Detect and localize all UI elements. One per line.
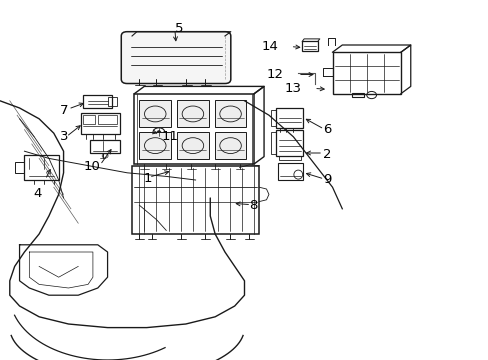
Text: 3: 3	[60, 130, 68, 143]
Text: 12: 12	[266, 68, 283, 81]
Text: 9: 9	[322, 173, 330, 186]
Text: 2: 2	[322, 148, 330, 161]
Text: 6: 6	[322, 123, 330, 136]
Bar	[139, 132, 171, 159]
Text: 5: 5	[175, 22, 183, 35]
Text: 7: 7	[60, 104, 68, 117]
Text: 13: 13	[284, 82, 301, 95]
Bar	[214, 132, 246, 159]
Text: 10: 10	[83, 160, 100, 173]
FancyBboxPatch shape	[121, 32, 230, 84]
Circle shape	[157, 131, 161, 134]
Text: 14: 14	[261, 40, 278, 53]
Bar	[177, 100, 208, 127]
Bar	[177, 132, 208, 159]
Bar	[214, 100, 246, 127]
Text: 4: 4	[33, 187, 41, 200]
Text: 11: 11	[161, 130, 178, 143]
Text: 1: 1	[143, 172, 151, 185]
Bar	[139, 100, 171, 127]
Text: 8: 8	[249, 199, 257, 212]
